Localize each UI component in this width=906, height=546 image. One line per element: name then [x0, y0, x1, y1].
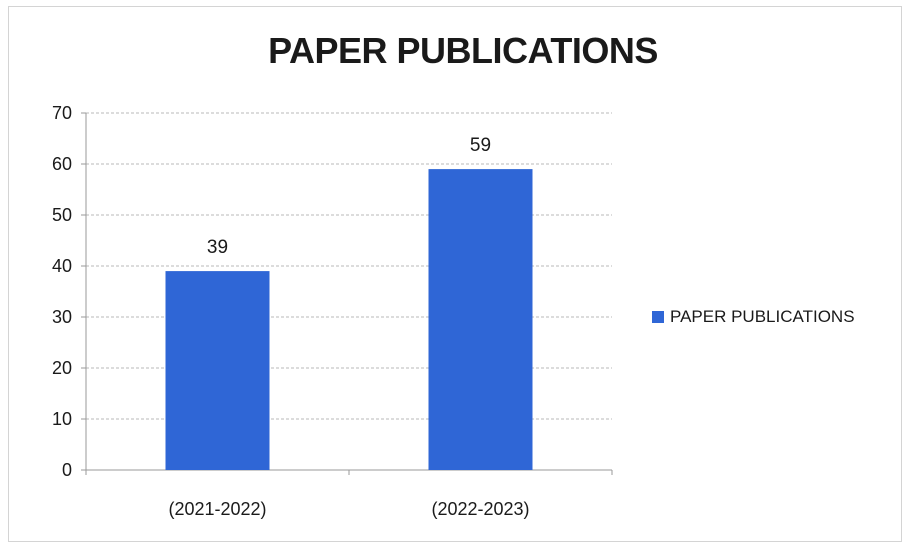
- data-label: 59: [470, 135, 491, 156]
- legend-swatch: [652, 311, 664, 323]
- y-tick-label: 40: [52, 256, 72, 276]
- x-category-label: (2021-2022): [168, 499, 266, 519]
- bars: [165, 169, 533, 470]
- y-tick-label: 60: [52, 154, 72, 174]
- grid-lines: [86, 112, 612, 420]
- legend: PAPER PUBLICATIONS: [652, 307, 855, 327]
- y-tick-label: 50: [52, 205, 72, 225]
- y-tick-label: 10: [52, 409, 72, 429]
- y-tick-label: 20: [52, 358, 72, 378]
- y-tick-label: 30: [52, 307, 72, 327]
- data-label: 39: [207, 237, 228, 258]
- x-category-label: (2022-2023): [431, 499, 529, 519]
- labels: 0 10 20 30 40 50 60 70 39 (2021-2022) 59 (2022-2023…: [52, 103, 530, 519]
- y-tick-label: 0: [62, 460, 72, 480]
- bar: [165, 271, 270, 470]
- chart-title: PAPER PUBLICATIONS: [268, 30, 658, 71]
- y-tick-label: 70: [52, 103, 72, 123]
- legend-label: PAPER PUBLICATIONS: [670, 307, 855, 326]
- bar: [428, 169, 533, 470]
